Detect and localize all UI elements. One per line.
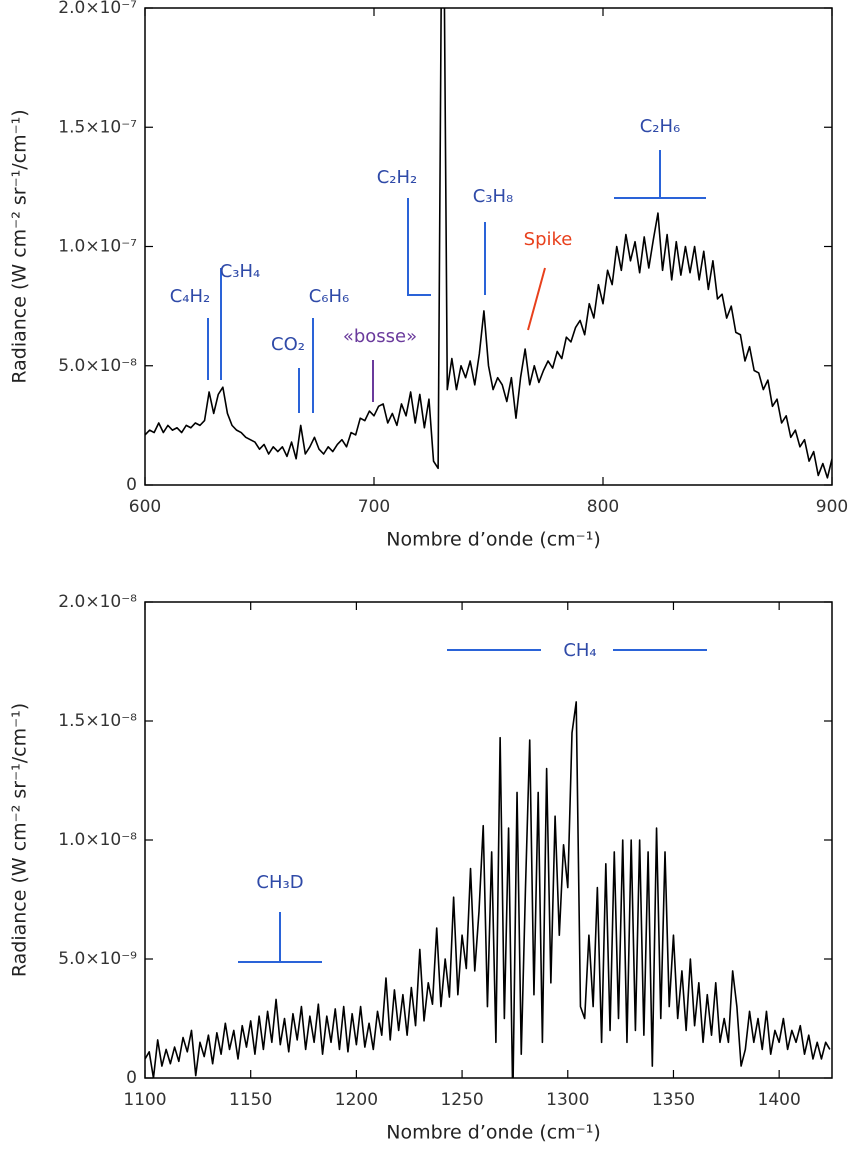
annotation-label: C₆H₆ — [309, 286, 350, 307]
annotation-label: Spike — [524, 229, 573, 250]
annotation-line — [527, 267, 546, 331]
y-axis-label: Radiance (W cm⁻² sr⁻¹/cm⁻¹) — [9, 703, 31, 977]
y-tick-label: 0 — [126, 1068, 137, 1088]
annotation-label: CO₂ — [271, 334, 305, 355]
annotation-label: C₃H₄ — [220, 261, 261, 282]
y-tick-label: 5.0×10⁻⁸ — [58, 356, 137, 376]
x-tick-label: 1350 — [652, 1090, 695, 1110]
annotation-label: CH₄ — [563, 640, 596, 661]
y-axis-label: Radiance (W cm⁻² sr⁻¹/cm⁻¹) — [9, 109, 31, 383]
annotation-label: C₂H₆ — [640, 116, 681, 137]
y-tick-label: 1.0×10⁻⁷ — [58, 237, 137, 257]
y-tick-label: 0 — [126, 475, 137, 495]
annotation-line — [407, 198, 431, 296]
x-tick-label: 1150 — [229, 1090, 272, 1110]
plot-frame — [144, 601, 833, 1079]
x-tick-label: 1200 — [335, 1090, 378, 1110]
x-tick-label: 1400 — [758, 1090, 801, 1110]
y-tick-label: 1.5×10⁻⁸ — [58, 711, 137, 731]
x-tick-label: 700 — [358, 497, 390, 517]
plot-area — [145, 701, 831, 1078]
annotation-label: «bosse» — [343, 326, 417, 347]
x-tick-label: 1250 — [440, 1090, 483, 1110]
annotation-label: C₃H₈ — [473, 186, 514, 207]
annotation-label: CH₃D — [256, 872, 303, 893]
plot-frame — [144, 7, 833, 486]
y-tick-label: 5.0×10⁻⁹ — [58, 949, 137, 969]
annotation-label: C₂H₂ — [377, 167, 418, 188]
x-tick-label: 1100 — [123, 1090, 166, 1110]
y-tick-label: 1.5×10⁻⁷ — [58, 117, 137, 137]
y-tick-label: 1.0×10⁻⁸ — [58, 830, 137, 850]
x-tick-label: 1300 — [546, 1090, 589, 1110]
plot-area — [145, 8, 832, 479]
x-tick-label: 600 — [129, 497, 161, 517]
x-tick-label: 800 — [587, 497, 619, 517]
annotation-label: C₄H₂ — [170, 286, 211, 307]
y-tick-label: 2.0×10⁻⁸ — [58, 592, 137, 612]
spectrum-line — [145, 701, 831, 1078]
x-tick-label: 900 — [816, 497, 848, 517]
spectrum-line — [145, 8, 832, 479]
y-tick-label: 2.0×10⁻⁷ — [58, 0, 137, 18]
x-axis-label: Nombre d’onde (cm⁻¹) — [386, 1122, 601, 1144]
x-axis-label: Nombre d’onde (cm⁻¹) — [386, 529, 601, 551]
